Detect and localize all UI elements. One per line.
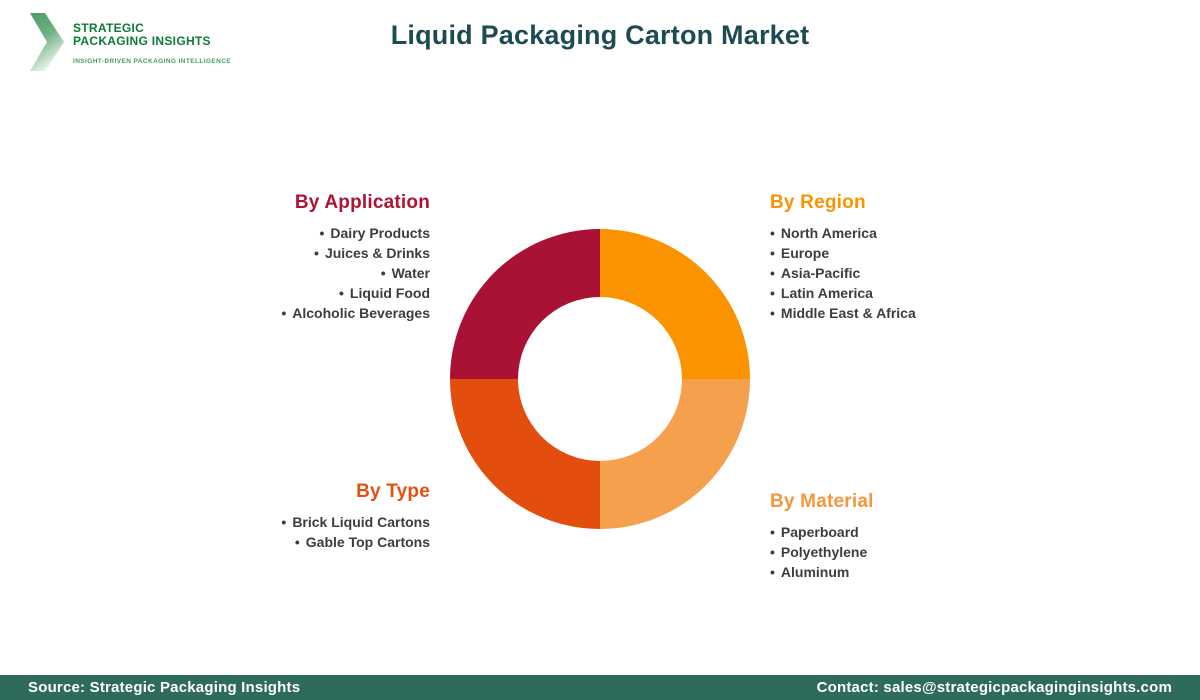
segment-by-type: By Type Brick Liquid Cartons Gable Top C… — [281, 481, 430, 552]
footer-bar: Source: Strategic Packaging Insights Con… — [0, 675, 1200, 700]
by-type-heading: By Type — [356, 481, 430, 502]
footer-contact: Contact: sales@strategicpackaginginsight… — [816, 679, 1172, 696]
donut-segment-application — [450, 229, 600, 379]
chevron-logo-icon — [30, 13, 64, 71]
brand-logo: STRATEGIC PACKAGING INSIGHTS INSIGHT-DRI… — [30, 13, 231, 71]
list-item: Juices & Drinks — [281, 243, 430, 263]
list-item: Brick Liquid Cartons — [281, 512, 430, 532]
page-title: Liquid Packaging Carton Market — [390, 20, 810, 50]
logo-text: STRATEGIC PACKAGING INSIGHTS INSIGHT-DRI… — [73, 13, 232, 66]
logo-tagline: INSIGHT-DRIVEN PACKAGING INTELLIGENCE — [73, 58, 232, 65]
list-item: Liquid Food — [281, 283, 430, 303]
by-type-list: Brick Liquid Cartons Gable Top Cartons — [281, 512, 430, 552]
segment-by-application: By Application Dairy Products Juices & D… — [281, 192, 430, 323]
logo-line2: PACKAGING INSIGHTS — [73, 34, 211, 48]
list-item: Paperboard — [770, 522, 874, 542]
list-item: Latin America — [770, 283, 916, 303]
list-item: Asia-Pacific — [770, 263, 916, 283]
segment-by-region: By Region North America Europe Asia-Paci… — [770, 192, 916, 323]
list-item: North America — [770, 223, 916, 243]
donut-segment-region — [600, 229, 750, 379]
by-region-heading: By Region — [770, 192, 866, 213]
list-item: Gable Top Cartons — [281, 532, 430, 552]
list-item: Polyethylene — [770, 542, 874, 562]
list-item: Dairy Products — [281, 223, 430, 243]
by-application-heading: By Application — [294, 192, 430, 213]
list-item: Middle East & Africa — [770, 303, 916, 323]
list-item: Water — [281, 263, 430, 283]
by-region-list: North America Europe Asia-Pacific Latin … — [770, 223, 916, 323]
footer-source: Source: Strategic Packaging Insights — [28, 679, 301, 696]
donut-chart — [450, 229, 750, 529]
by-application-list: Dairy Products Juices & Drinks Water Liq… — [281, 223, 430, 323]
logo-line1: STRATEGIC — [73, 21, 145, 35]
donut-segment-material — [600, 379, 750, 529]
by-material-list: Paperboard Polyethylene Aluminum — [770, 522, 874, 582]
list-item: Europe — [770, 243, 916, 263]
list-item: Aluminum — [770, 562, 874, 582]
segment-by-material: By Material Paperboard Polyethylene Alum… — [770, 491, 874, 582]
list-item: Alcoholic Beverages — [281, 303, 430, 323]
donut-segment-type — [450, 379, 600, 529]
by-material-heading: By Material — [770, 491, 874, 512]
